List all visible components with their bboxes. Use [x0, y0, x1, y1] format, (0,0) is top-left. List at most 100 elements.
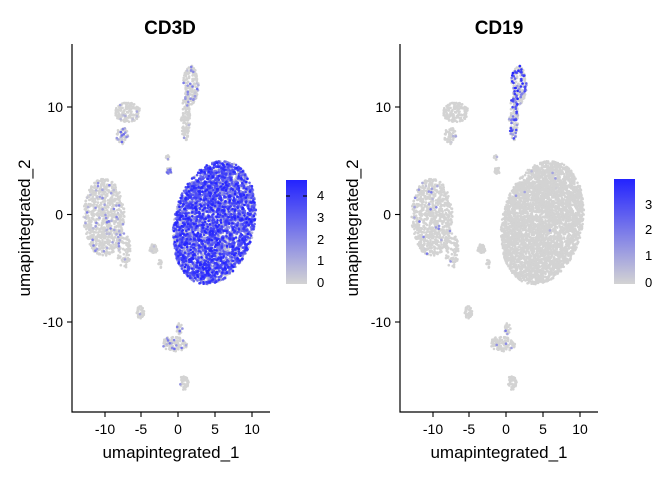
cell-point [96, 234, 99, 237]
cell-point [135, 311, 139, 315]
cell-point [222, 250, 225, 253]
cell-point [107, 211, 110, 214]
cell-point [136, 308, 139, 312]
cell-point [157, 262, 160, 266]
cell-point [119, 130, 123, 134]
cell-point [89, 219, 92, 222]
cell-point [115, 136, 119, 140]
cell-point [105, 185, 108, 189]
cell-point [204, 240, 207, 244]
cell-point [120, 228, 123, 232]
cell-point [233, 204, 236, 208]
cell-point [117, 244, 121, 248]
cell-point [117, 254, 120, 257]
cell-point [182, 81, 185, 85]
cell-point [186, 116, 190, 120]
cell-point [182, 136, 186, 140]
cell-point [86, 236, 89, 239]
cell-point [125, 243, 128, 247]
cell-point [116, 211, 120, 215]
cell-point [163, 340, 166, 344]
cell-point [230, 162, 234, 166]
cell-point [118, 103, 122, 107]
cell-point [179, 222, 182, 225]
cell-point [94, 206, 97, 210]
cell-point [127, 107, 131, 110]
cell-point [115, 215, 118, 219]
cell-point [114, 111, 117, 115]
cell-point [122, 207, 126, 210]
cell-point [173, 347, 176, 351]
cell-point [115, 209, 119, 212]
cell-point [202, 233, 206, 237]
cell-point [195, 173, 199, 177]
cell-point [169, 168, 172, 172]
cell-point [123, 258, 127, 261]
cell-point [125, 260, 129, 264]
cell-point [93, 238, 96, 241]
cell-point [108, 224, 111, 228]
cell-point [89, 231, 92, 234]
cell-point [102, 192, 106, 195]
cell-point [190, 197, 194, 201]
cell-point [120, 210, 123, 214]
cell-point [196, 252, 200, 255]
cell-point [117, 242, 121, 245]
cell-point [182, 101, 185, 104]
cell-point [90, 186, 93, 189]
cell-point [183, 383, 186, 387]
cell-point [121, 127, 125, 131]
cell-point [184, 97, 187, 101]
cell-point [128, 247, 132, 251]
cell-point [195, 78, 198, 82]
cell-point [135, 110, 139, 113]
cell-point [98, 195, 102, 199]
cell-point [93, 230, 96, 234]
cell-point [120, 140, 124, 144]
cell-point [123, 215, 126, 218]
cell-point [115, 204, 118, 207]
cell-point [105, 238, 109, 241]
cell-point [84, 202, 87, 206]
cell-point [105, 228, 109, 232]
cell-point [201, 201, 204, 205]
cell-point [193, 189, 196, 192]
cell-point [183, 341, 187, 345]
cell-point [83, 216, 87, 219]
cell-point [109, 227, 112, 230]
cell-point [119, 263, 123, 267]
cell-point [125, 251, 128, 254]
cell-point [98, 187, 102, 190]
cell-point [198, 219, 202, 222]
cell-point [101, 188, 104, 191]
cell-point [101, 245, 104, 248]
cell-point [100, 224, 103, 227]
cell-point [95, 228, 98, 231]
cell-point [191, 102, 194, 105]
cell-point [101, 231, 104, 234]
cell-point [160, 260, 163, 263]
cell-point [230, 242, 234, 245]
cell-point [116, 202, 120, 205]
cell-point [180, 116, 183, 119]
cell-point [123, 108, 126, 112]
cell-point [97, 192, 101, 195]
cell-point [117, 248, 121, 252]
cell-point [186, 80, 190, 84]
cell-point [114, 226, 118, 229]
cell-point [104, 235, 108, 238]
cell-point [188, 82, 192, 86]
cell-point [107, 189, 111, 192]
cell-point [121, 241, 124, 244]
cell-point [236, 230, 239, 234]
cell-point [85, 227, 88, 231]
cell-point [118, 233, 122, 237]
cell-point [195, 87, 199, 91]
cell-point [166, 157, 170, 161]
cell-point [105, 246, 109, 250]
cell-point [112, 207, 116, 211]
cell-point [180, 346, 183, 350]
cell-point [122, 118, 125, 122]
cell-point [113, 222, 116, 225]
